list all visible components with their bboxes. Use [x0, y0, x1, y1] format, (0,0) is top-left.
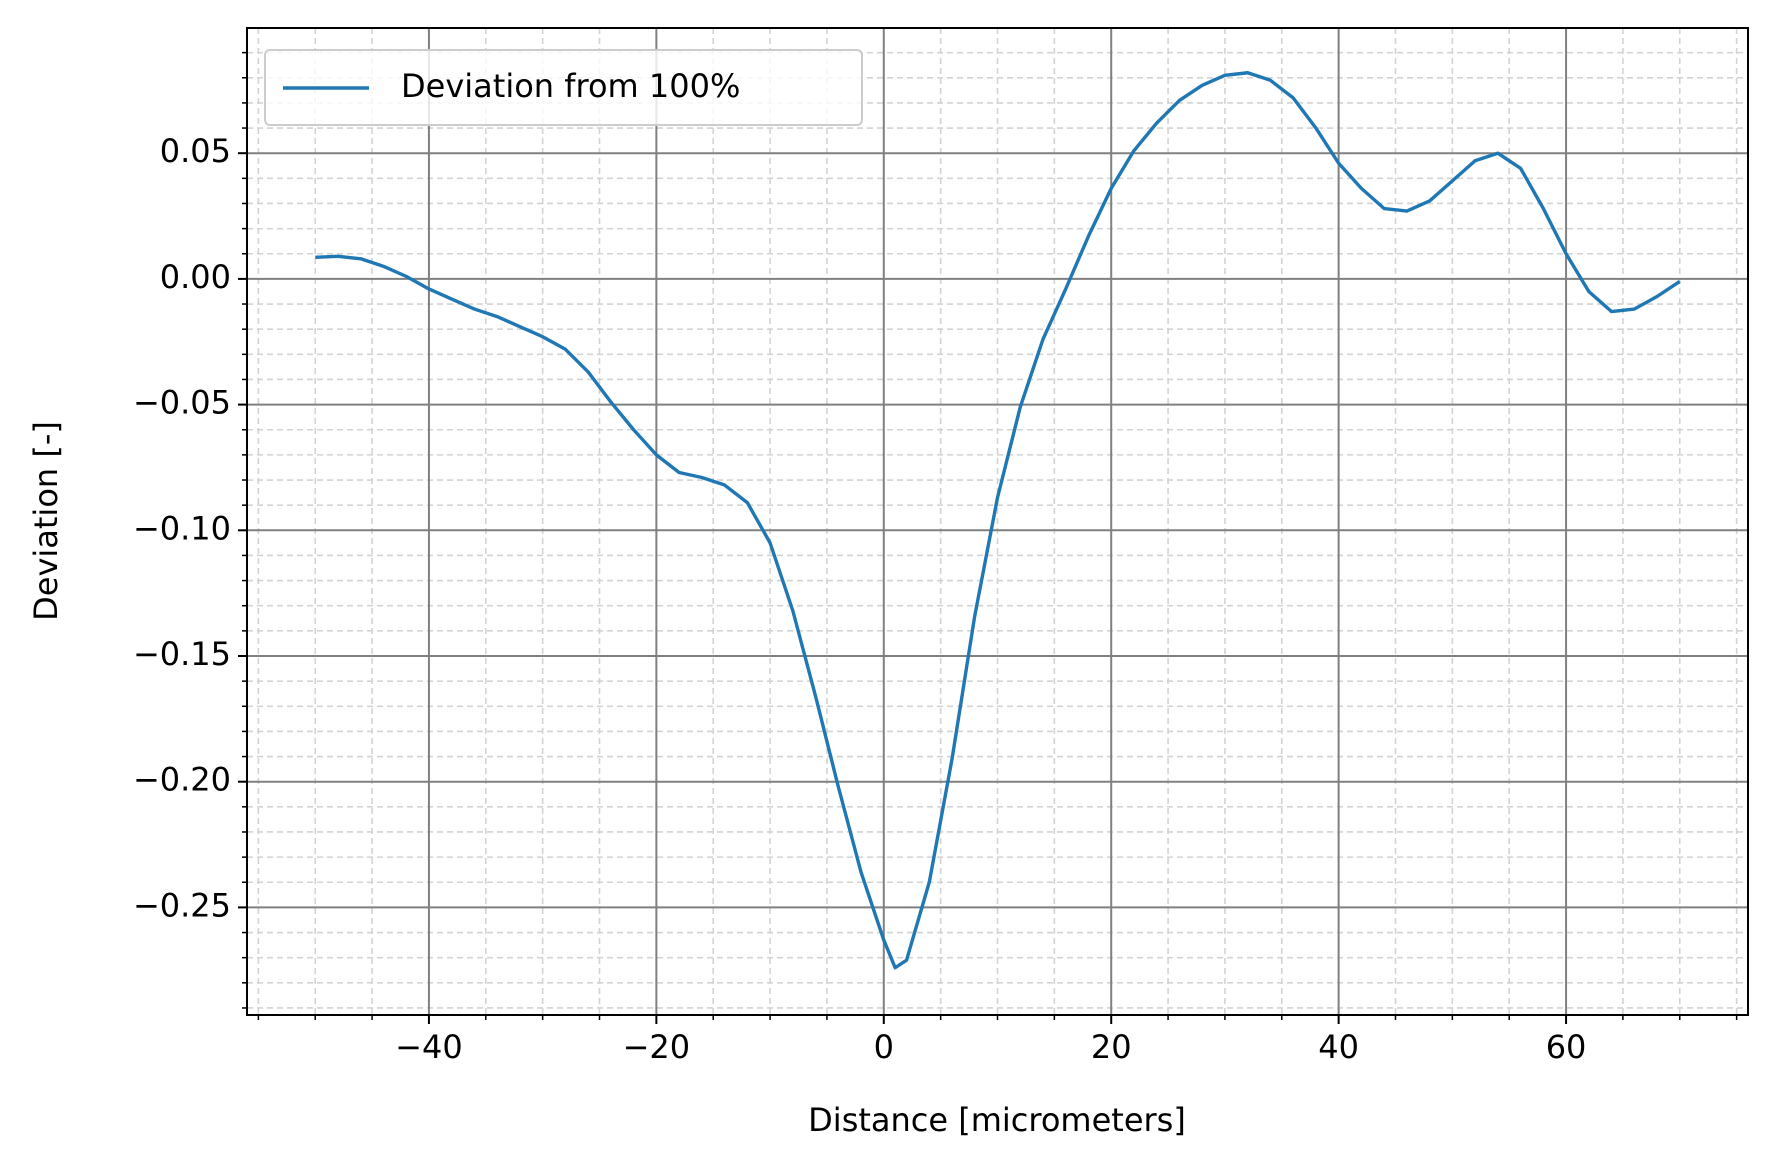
x-tick-label: 20	[1091, 1028, 1132, 1066]
x-tick-label: 0	[874, 1028, 894, 1066]
legend-label: Deviation from 100%	[401, 67, 740, 105]
line-series	[315, 71, 1681, 970]
y-tick-label: −0.05	[133, 384, 231, 422]
y-axis-label: Deviation [-]	[27, 421, 65, 621]
y-tick-label: −0.20	[133, 761, 231, 799]
y-tick-label: 0.00	[160, 258, 231, 296]
x-tick-label: −40	[395, 1028, 463, 1066]
legend-box	[264, 49, 863, 126]
plot-frame	[246, 27, 1749, 1016]
y-tick-label: −0.10	[133, 509, 231, 547]
x-axis-label: Distance [micrometers]	[808, 1101, 1186, 1139]
y-tick-label: −0.15	[133, 635, 231, 673]
y-tick-label: −0.25	[133, 886, 231, 924]
x-tick-label: −20	[623, 1028, 691, 1066]
x-tick-label: 40	[1318, 1028, 1359, 1066]
x-tick-label: 60	[1546, 1028, 1587, 1066]
y-tick-label: 0.05	[160, 132, 231, 170]
